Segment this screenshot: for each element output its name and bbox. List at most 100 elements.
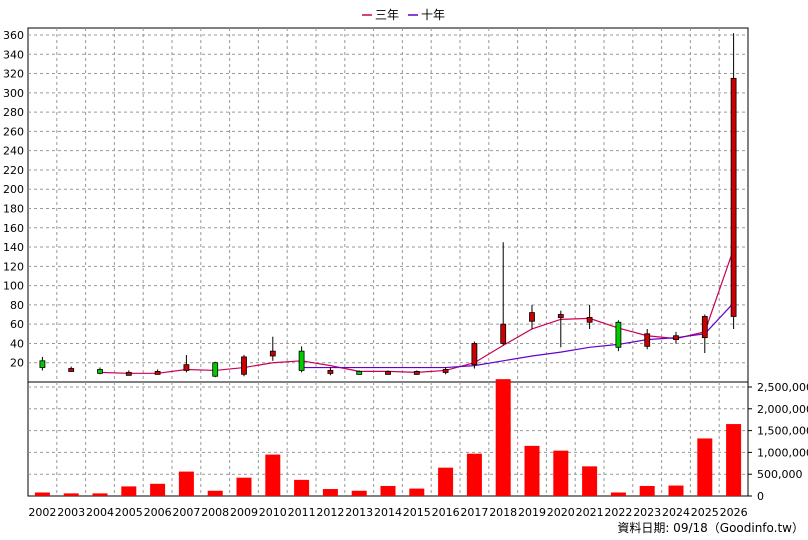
candle	[644, 328, 651, 350]
candle	[701, 314, 708, 354]
price-tick-label: 360	[3, 29, 24, 42]
volume-tick-label: 1,500,000	[757, 425, 808, 438]
grid	[27, 27, 749, 497]
candle-body	[183, 364, 190, 371]
year-tick-label: 2011	[288, 506, 316, 519]
volume-axis: 0 500,000 1,000,000 1,500,000 2,000,000 2,500…	[748, 381, 808, 503]
candle	[673, 331, 679, 344]
year-tick-label: 2026	[720, 506, 748, 519]
volume-bar	[466, 453, 482, 496]
candlesticks	[39, 33, 737, 378]
volume-bar	[639, 485, 655, 496]
year-axis: 2002 2003 2004 2005 2006 2007 2008 2009 2010 2011…	[28, 506, 747, 519]
candle	[125, 370, 132, 376]
year-tick-label: 2016	[432, 506, 460, 519]
candle-body	[356, 370, 363, 375]
candle	[615, 320, 622, 352]
candle	[442, 367, 449, 375]
price-tick-label: 240	[3, 145, 24, 158]
year-tick-label: 2003	[57, 506, 85, 519]
volume-bar	[92, 493, 108, 496]
year-tick-label: 2017	[460, 506, 488, 519]
candle-body	[730, 77, 737, 317]
year-tick-label: 2012	[316, 506, 344, 519]
volume-tick-label: 2,500,000	[757, 381, 808, 394]
ma-10yr-line	[301, 302, 735, 369]
candle-body	[442, 369, 449, 373]
legend-label: 三年	[375, 8, 399, 22]
data-date-label: 資料日期: 09/18（Goodinfo.tw）	[617, 521, 804, 535]
moving-average-lines	[99, 248, 735, 374]
candle	[241, 355, 247, 377]
volume-tick-label: 2,000,000	[757, 403, 808, 416]
volume-bar	[265, 454, 281, 496]
candle	[68, 366, 75, 372]
volume-bar	[726, 424, 742, 496]
year-tick-label: 2014	[374, 506, 402, 519]
legend: 三年 十年	[362, 8, 445, 22]
volume-bar	[322, 489, 338, 496]
candle	[39, 356, 46, 371]
candle	[97, 367, 103, 375]
candle-body	[97, 369, 103, 374]
candle	[413, 370, 420, 375]
volume-bar	[207, 490, 223, 496]
candle-body	[557, 314, 564, 318]
volume-tick-label: 1,000,000	[757, 446, 808, 459]
candle	[529, 304, 535, 329]
candle	[212, 361, 219, 378]
candle	[356, 370, 363, 375]
price-tick-label: 40	[10, 337, 24, 350]
candle-body	[327, 370, 334, 374]
candle-body	[500, 323, 507, 344]
volume-bar	[610, 492, 626, 496]
volume-bar	[121, 486, 137, 496]
price-tick-label: 220	[3, 164, 24, 177]
candle-body	[125, 371, 132, 376]
price-tick-label: 300	[3, 87, 24, 100]
price-tick-label: 80	[10, 299, 24, 312]
candle	[298, 346, 305, 373]
candle-body	[298, 350, 305, 371]
candle-body	[586, 317, 593, 323]
volume-bar	[697, 438, 713, 496]
candle-body	[385, 370, 391, 375]
volume-bar	[582, 466, 598, 496]
volume-bar	[150, 483, 166, 496]
year-tick-label: 2013	[345, 506, 373, 519]
volume-tick-label: 0	[757, 490, 764, 503]
ma-3yr-line	[99, 248, 735, 374]
volume-bar	[409, 488, 425, 496]
volume-bar	[524, 445, 540, 496]
candle	[183, 355, 190, 373]
plot-frame	[27, 27, 749, 497]
volume-bar	[178, 471, 194, 496]
price-axis: 20 40 60 80 100 120 140 160 180 200 220 240 260 280 30…	[3, 29, 24, 370]
candle-body	[39, 360, 46, 368]
candle	[471, 341, 478, 369]
candle	[385, 370, 391, 375]
year-tick-label: 2020	[547, 506, 575, 519]
volume-bars	[34, 379, 742, 496]
candle	[586, 304, 593, 329]
candle	[557, 310, 564, 348]
price-tick-label: 340	[3, 48, 24, 61]
volume-bar	[553, 450, 569, 496]
candle	[154, 369, 161, 375]
price-tick-label: 100	[3, 280, 24, 293]
price-tick-label: 20	[10, 357, 24, 370]
volume-bar	[34, 492, 50, 496]
year-tick-label: 2002	[28, 506, 56, 519]
year-tick-label: 2022	[604, 506, 632, 519]
volume-bar	[495, 379, 511, 496]
volume-bar	[380, 485, 396, 496]
year-tick-label: 2007	[172, 506, 200, 519]
price-tick-label: 60	[10, 318, 24, 331]
candle-body	[154, 370, 161, 375]
year-tick-label: 2009	[230, 506, 258, 519]
volume-bar	[668, 485, 684, 496]
year-tick-label: 2018	[489, 506, 517, 519]
volume-tick-label: 500,000	[757, 468, 803, 481]
candle-body	[644, 333, 651, 347]
candle-body	[212, 362, 219, 377]
